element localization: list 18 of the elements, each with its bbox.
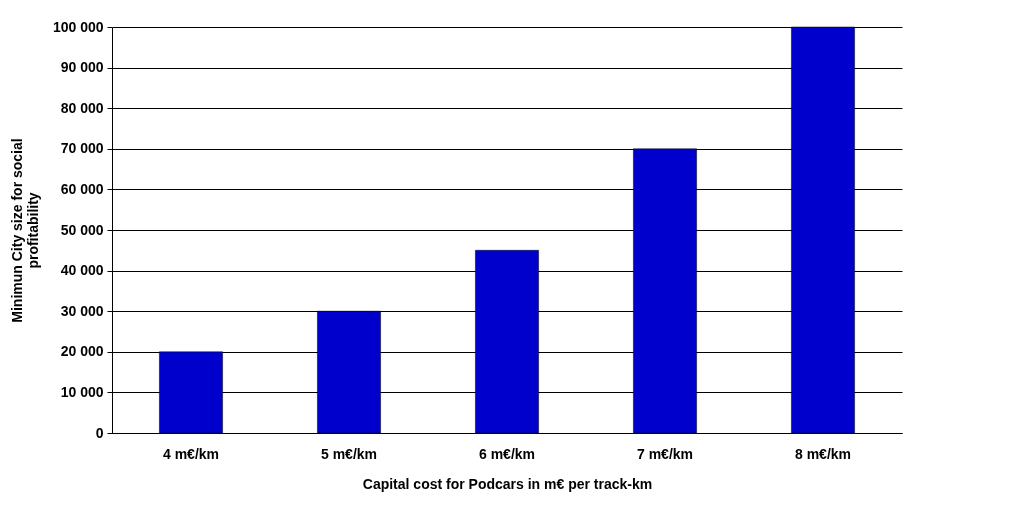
- x-tick-label: 8 m€/km: [794, 445, 852, 462]
- y-tick-label: 40 000: [60, 262, 104, 279]
- x-tick-label: 4 m€/km: [162, 445, 220, 462]
- y-tick-label: 0: [95, 424, 104, 441]
- x-axis-title: Capital cost for Podcars in m€ per track-km: [362, 475, 653, 492]
- x-tick-label: 6 m€/km: [478, 445, 536, 462]
- y-tick-label: 80 000: [60, 99, 104, 116]
- y-tick-label: 50 000: [60, 221, 104, 238]
- x-tick-label: 7 m€/km: [636, 445, 694, 462]
- y-tick-label: 100 000: [52, 18, 104, 35]
- y-tick-label: 60 000: [60, 180, 104, 197]
- y-tick-label: 30 000: [60, 302, 104, 319]
- y-tick-label: 20 000: [60, 343, 104, 360]
- y-tick-label: 90 000: [60, 59, 104, 76]
- x-tick-label: 5 m€/km: [320, 445, 378, 462]
- y-axis-title: Minimun City size for social profitability: [8, 138, 41, 323]
- y-tick-label: 70 000: [60, 140, 104, 157]
- y-tick-label: 10 000: [60, 383, 104, 400]
